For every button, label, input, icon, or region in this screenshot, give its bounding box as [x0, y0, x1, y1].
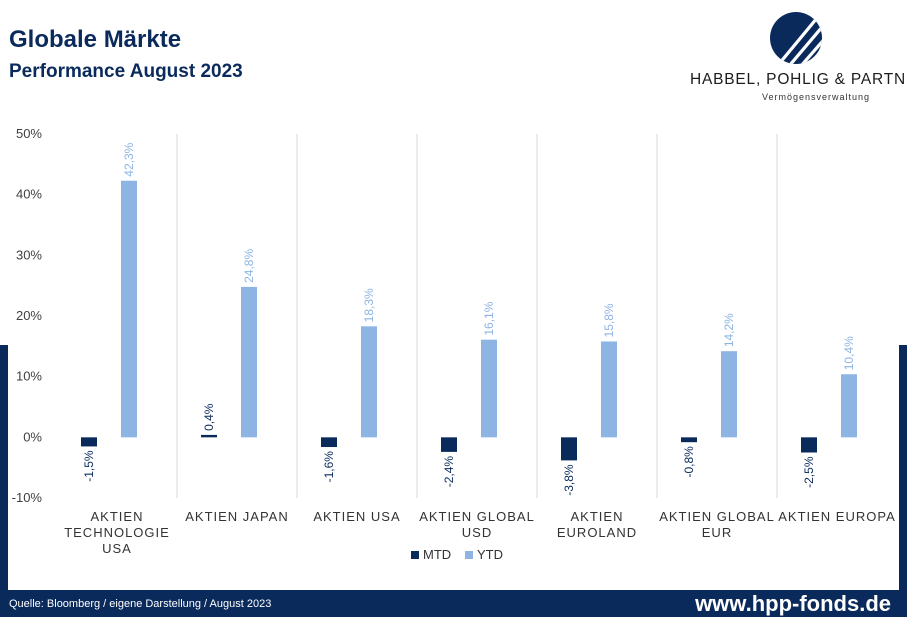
- category-label: EUROLAND: [557, 525, 637, 540]
- category-label: AKTIEN GLOBAL: [659, 509, 775, 524]
- ytd-bar: [601, 341, 617, 438]
- ytd-bar: [361, 326, 377, 438]
- ytd-data-label: 18,3%: [362, 288, 376, 322]
- ytd-bar: [481, 339, 497, 438]
- logo-company-name: HABBEL, POHLIG & PARTNER: [690, 71, 907, 88]
- ytd-data-label: 42,3%: [122, 142, 136, 176]
- y-tick-label: 30%: [16, 247, 42, 262]
- ytd-bar: [841, 374, 857, 438]
- mtd-data-label: 0,4%: [202, 403, 216, 431]
- company-logo: HABBEL, POHLIG & PARTNER Vermögensverwal…: [690, 10, 907, 105]
- logo-mark-icon: [770, 12, 822, 64]
- y-tick-label: 40%: [16, 187, 42, 202]
- category-label: AKTIEN: [571, 509, 624, 524]
- legend-ytd-swatch: [465, 551, 473, 559]
- ytd-data-label: 16,1%: [482, 301, 496, 335]
- y-tick-label: -10%: [12, 490, 43, 505]
- category-label: AKTIEN GLOBAL: [419, 509, 535, 524]
- footer-source-note: Quelle: Bloomberg / eigene Darstellung /…: [9, 598, 272, 610]
- category-label: TECHNOLOGIE: [64, 525, 170, 540]
- y-tick-label: 0%: [23, 429, 42, 444]
- y-axis-tick-labels: -10% 0% 10% 20% 30% 40% 50%: [12, 126, 43, 505]
- ytd-bar: [241, 286, 257, 438]
- chart-gridlines: [176, 134, 778, 498]
- mtd-bar: [561, 437, 577, 461]
- performance-bar-chart: -10% 0% 10% 20% 30% 40% 50% -1,5% 42,3% 0,4% 24,8…: [12, 126, 896, 562]
- mtd-bar: [321, 437, 337, 448]
- mtd-data-label: -1,6%: [322, 451, 336, 483]
- ytd-data-label: 24,8%: [242, 249, 256, 283]
- logo-tagline: Vermögensverwaltung: [761, 92, 871, 102]
- footer-bar: Quelle: Bloomberg / eigene Darstellung /…: [0, 590, 907, 617]
- ytd-data-label: 10,4%: [842, 336, 856, 370]
- legend-ytd-label: YTD: [477, 547, 503, 562]
- legend-mtd-label: MTD: [423, 547, 451, 562]
- mtd-data-label: -2,5%: [802, 456, 816, 488]
- mtd-bar: [81, 437, 97, 447]
- ytd-data-label: 15,8%: [602, 303, 616, 337]
- y-tick-label: 20%: [16, 308, 42, 323]
- mtd-bar: [681, 437, 697, 443]
- ytd-bar: [121, 180, 137, 438]
- page-subtitle: Performance August 2023: [9, 61, 243, 82]
- mtd-bar: [801, 437, 817, 453]
- mtd-bar: [201, 434, 217, 438]
- category-label: AKTIEN JAPAN: [185, 509, 289, 524]
- category-label: AKTIEN: [91, 509, 144, 524]
- left-side-band: [0, 345, 8, 590]
- chart-bars: [81, 180, 857, 461]
- legend-mtd-swatch: [411, 551, 419, 559]
- y-tick-label: 10%: [16, 369, 42, 384]
- y-tick-label: 50%: [16, 126, 42, 141]
- footer-website-link[interactable]: www.hpp-fonds.de: [695, 591, 891, 616]
- mtd-data-label: -0,8%: [682, 446, 696, 478]
- category-label: AKTIEN EUROPA: [778, 509, 896, 524]
- mtd-data-label: -3,8%: [562, 464, 576, 496]
- ytd-bar: [721, 351, 737, 438]
- right-side-band: [899, 345, 907, 590]
- category-label: USA: [102, 541, 132, 556]
- category-label: AKTIEN USA: [313, 509, 400, 524]
- mtd-bar: [441, 437, 457, 452]
- category-label: EUR: [702, 525, 732, 540]
- mtd-data-label: -2,4%: [442, 456, 456, 488]
- page-title: Globale Märkte: [9, 26, 182, 53]
- chart-legend: MTD YTD: [411, 547, 503, 562]
- category-label: USD: [462, 525, 492, 540]
- ytd-data-label: 14,2%: [722, 313, 736, 347]
- chart-data-labels: -1,5% 42,3% 0,4% 24,8% -1,6% 18,3% -2,4% 16,1% -…: [82, 142, 856, 495]
- mtd-data-label: -1,5%: [82, 450, 96, 482]
